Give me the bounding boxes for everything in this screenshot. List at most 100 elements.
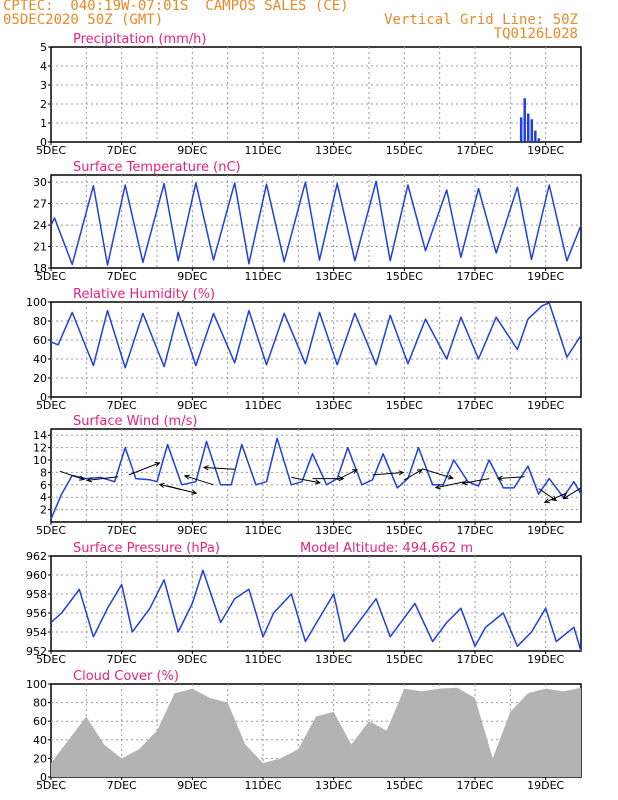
y-tick-label: 24	[33, 219, 47, 232]
x-tick-label: 11DEC	[244, 653, 281, 666]
x-tick-label: 13DEC	[315, 653, 352, 666]
x-tick-label: 11DEC	[244, 399, 281, 412]
x-tick-label: 15DEC	[386, 653, 423, 666]
y-tick-label: 40	[33, 734, 47, 747]
y-tick-label: 962	[26, 550, 47, 563]
wind-arrow	[184, 475, 214, 486]
x-tick-label: 5DEC	[36, 779, 66, 792]
cloud-cover-area	[51, 687, 581, 777]
plot-frame	[50, 555, 582, 652]
wind-arrow-head	[461, 480, 468, 486]
x-tick-label: 19DEC	[527, 399, 564, 412]
panel-5: 0 20 40 60 80 100 5DEC 7DEC 9DEC 11DEC 13DEC 15DEC 1…	[26, 669, 582, 792]
x-tick-label: 15DEC	[386, 144, 423, 157]
panel-title: Precipitation (mm/h)	[73, 32, 206, 47]
x-tick-label: 19DEC	[527, 779, 564, 792]
wind-arrow	[336, 469, 358, 481]
plot-frame	[50, 46, 582, 143]
wind-arrow	[421, 468, 453, 479]
y-tick-label: 12	[33, 442, 47, 455]
x-tick-label: 7DEC	[107, 524, 137, 537]
series-line	[50, 302, 582, 369]
x-tick-label: 11DEC	[244, 144, 281, 157]
wind-arrow	[372, 471, 404, 476]
series-line	[50, 437, 582, 520]
y-tick-label: 80	[33, 315, 47, 328]
x-tick-label: 17DEC	[456, 779, 493, 792]
wind-arrow-head	[416, 469, 423, 475]
y-tick-label: 952	[26, 645, 47, 658]
wind-arrow-head	[351, 469, 359, 474]
panel-4: 952 954 956 958 960 962 5DEC 7DEC 9DEC 11DEC 13DEC…	[26, 541, 582, 666]
plot-frame	[50, 301, 582, 398]
y-tick-label: 30	[33, 176, 47, 189]
x-tick-label: 5DEC	[36, 653, 66, 666]
x-tick-label: 9DEC	[177, 779, 207, 792]
y-tick-label: 2	[40, 504, 47, 517]
precip-bar	[530, 119, 534, 142]
x-tick-label: 7DEC	[107, 399, 137, 412]
precip-bar	[534, 130, 537, 142]
wind-arrow-head	[551, 495, 558, 502]
x-tick-label: 13DEC	[315, 270, 352, 283]
precip-bar	[519, 117, 523, 142]
x-tick-label: 7DEC	[107, 144, 137, 157]
precip-bar	[523, 98, 526, 142]
wind-arrow-head	[79, 475, 86, 481]
x-tick-label: 5DEC	[36, 270, 66, 283]
y-tick-label: 6	[40, 479, 47, 492]
x-tick-label: 19DEC	[527, 524, 564, 537]
x-tick-label: 17DEC	[456, 270, 493, 283]
wind-arrow-head	[562, 494, 569, 500]
x-tick-label: 9DEC	[177, 653, 207, 666]
x-tick-label: 11DEC	[244, 779, 281, 792]
y-tick-label: 60	[33, 334, 47, 347]
panel-title: Surface Temperature (nC)	[73, 160, 241, 175]
wind-arrow	[563, 487, 582, 500]
precip-bar	[537, 138, 541, 142]
x-tick-label: 15DEC	[386, 270, 423, 283]
y-tick-label: 956	[26, 607, 47, 620]
x-tick-label: 9DEC	[177, 270, 207, 283]
wind-arrow	[87, 476, 119, 481]
y-tick-label: 10	[33, 454, 47, 467]
series-line	[50, 569, 582, 652]
x-tick-label: 13DEC	[315, 779, 352, 792]
wind-arrow-head	[434, 484, 441, 490]
wind-arrow-head	[158, 482, 165, 488]
x-tick-label: 9DEC	[177, 399, 207, 412]
wind-arrow	[159, 483, 182, 491]
x-tick-label: 17DEC	[456, 399, 493, 412]
y-tick-label: 8	[40, 466, 47, 479]
plot-frame	[50, 174, 582, 269]
wind-arrow-head	[338, 475, 345, 482]
wind-arrow-head	[183, 474, 190, 480]
y-tick-label: 100	[26, 678, 47, 691]
panel-1: 18 21 24 27 30 5DEC 7DEC 9DEC 11DEC 13DEC 15DEC 17D…	[33, 160, 582, 283]
panel-title: Surface Pressure (hPa)	[73, 541, 220, 556]
x-tick-label: 15DEC	[386, 779, 423, 792]
wind-arrow	[498, 476, 525, 480]
y-tick-label: 21	[33, 241, 47, 254]
wind-arrow-head	[86, 477, 93, 483]
precip-bar	[527, 113, 530, 142]
y-tick-label: 3	[40, 79, 47, 92]
x-tick-label: 9DEC	[177, 524, 207, 537]
x-tick-label: 19DEC	[527, 270, 564, 283]
wind-arrow	[435, 481, 465, 489]
y-tick-label: 960	[26, 569, 47, 582]
y-tick-label: 27	[33, 198, 47, 211]
y-tick-label: 1	[40, 117, 47, 130]
wind-arrow	[291, 476, 320, 484]
y-tick-label: 0	[40, 391, 47, 404]
x-tick-label: 5DEC	[36, 399, 66, 412]
wind-arrow-head	[496, 475, 503, 481]
wind-arrow-head	[314, 479, 321, 485]
y-tick-label: 20	[33, 752, 47, 765]
wind-arrow	[128, 462, 160, 476]
wind-arrow	[404, 469, 423, 481]
x-tick-label: 7DEC	[107, 779, 137, 792]
wind-arrow-head	[447, 474, 454, 480]
